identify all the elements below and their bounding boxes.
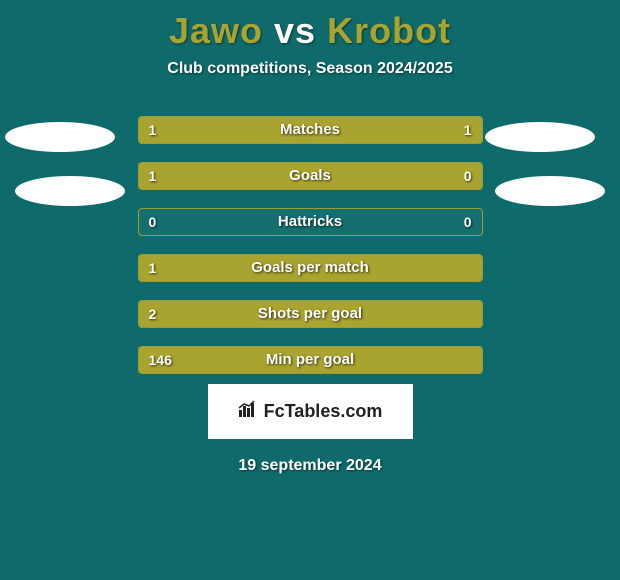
stat-label: Min per goal (139, 347, 482, 373)
stat-label: Shots per goal (139, 301, 482, 327)
comparison-title: Jawo vs Krobot (0, 0, 620, 52)
snapshot-date: 19 september 2024 (0, 457, 620, 475)
player2-name: Krobot (327, 10, 451, 51)
subtitle: Club competitions, Season 2024/2025 (0, 60, 620, 78)
player1-name: Jawo (169, 10, 263, 51)
stat-label: Goals (139, 163, 482, 189)
player1-badge-placeholder (5, 122, 115, 152)
stat-row: 2Shots per goal (138, 300, 483, 328)
player1-badge-placeholder-2 (15, 176, 125, 206)
stat-row: 00Hattricks (138, 208, 483, 236)
logo-text: FcTables.com (264, 401, 383, 422)
vs-label: vs (274, 10, 316, 51)
player2-badge-placeholder-2 (495, 176, 605, 206)
comparison-chart: 11Matches 10Goals 00Hattricks 1Goals per ma… (0, 116, 620, 376)
stat-label: Goals per match (139, 255, 482, 281)
logo-badge: FcTables.com (208, 384, 413, 439)
stat-label: Hattricks (139, 209, 482, 235)
stat-label: Matches (139, 117, 482, 143)
stat-row: 10Goals (138, 162, 483, 190)
stat-row: 11Matches (138, 116, 483, 144)
stat-row: 1Goals per match (138, 254, 483, 282)
player2-badge-placeholder (485, 122, 595, 152)
stat-row: 146Min per goal (138, 346, 483, 374)
bar-chart-icon (238, 400, 260, 423)
